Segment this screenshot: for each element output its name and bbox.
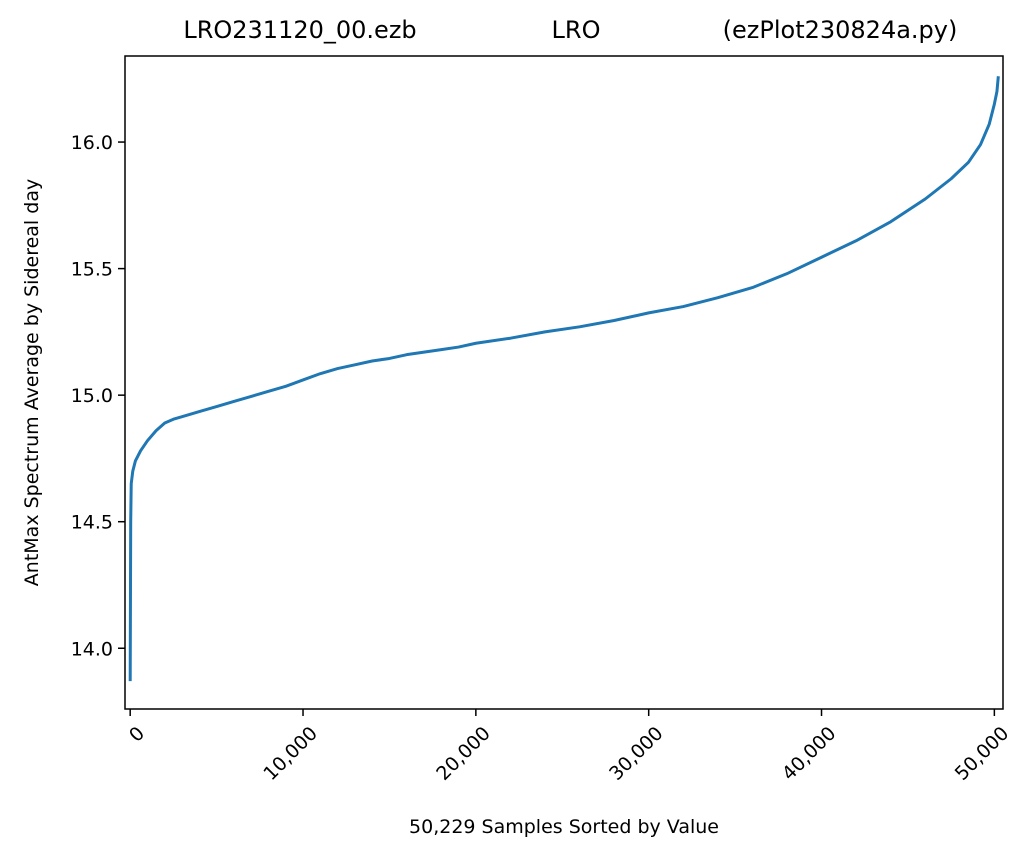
y-axis-ticks: 14.0 14.5 15.0 15.5 16.0 [71,132,125,660]
x-tick-label: 50,000 [951,722,1014,785]
y-tick-label: 15.5 [71,259,113,281]
y-tick-label: 15.0 [71,385,113,407]
chart-title: LRO231120_00.ezb LRO (ezPlot230824a.py) [183,16,957,44]
series-group [128,76,1000,682]
x-axis-ticks: 0 10,000 20,000 30,000 40,000 50,000 [125,709,1013,785]
y-axis-label: AntMax Spectrum Average by Sidereal day [21,179,43,586]
y-tick-label: 14.0 [71,638,113,660]
x-tick-label: 20,000 [432,722,495,785]
plot-area-frame [124,55,1004,710]
y-tick-label: 14.5 [71,512,113,534]
x-axis-label: 50,229 Samples Sorted by Value [409,816,719,838]
x-tick-label: 30,000 [605,722,668,785]
chart-title-left: LRO231120_00.ezb [183,16,416,44]
x-tick-label: 10,000 [259,722,322,785]
series-line-0 [128,76,1000,682]
x-tick-label: 40,000 [778,722,841,785]
chart-title-right: (ezPlot230824a.py) [723,16,958,44]
y-tick-label: 16.0 [71,132,113,154]
x-tick-label: 0 [125,722,149,746]
chart-title-center: LRO [552,16,601,44]
